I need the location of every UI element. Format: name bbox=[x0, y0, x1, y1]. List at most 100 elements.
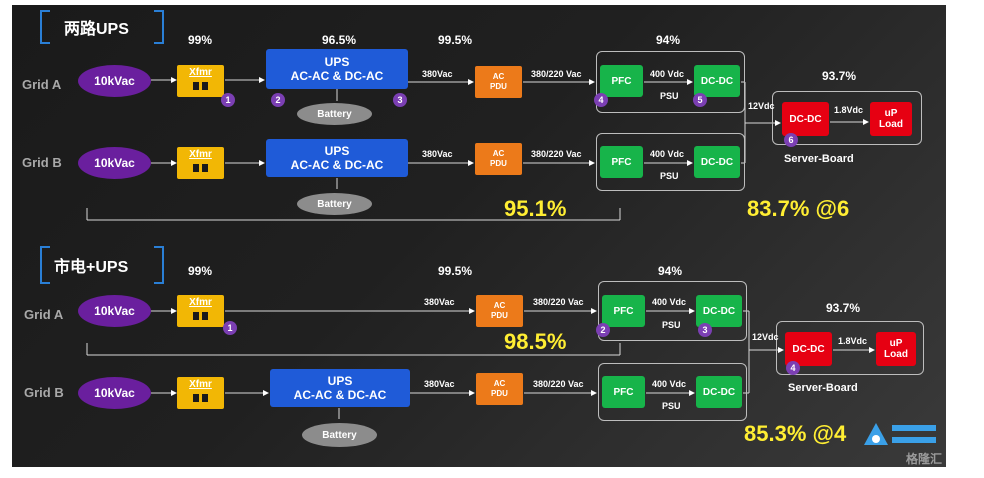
s2-grid-a-label: Grid A bbox=[24, 307, 64, 322]
s2b-380-220vac: 380/220 Vac bbox=[533, 379, 584, 389]
s1a-psu-label: PSU bbox=[660, 91, 679, 101]
connector-lines bbox=[86, 77, 875, 419]
s1-eff-xfmr: 99% bbox=[188, 33, 213, 47]
title-bracket-left bbox=[40, 246, 50, 284]
s1b-source: 10kVac bbox=[78, 147, 151, 179]
pdu-label: PDU bbox=[491, 311, 508, 320]
s1b-transformer: Xfmr bbox=[177, 147, 224, 179]
ups-desc: AC-AC & DC-AC bbox=[290, 158, 384, 172]
s2b-ups: UPS AC-AC & DC-AC bbox=[270, 369, 410, 407]
title-bracket-right bbox=[154, 246, 164, 284]
s2-board-dcdc: DC-DC bbox=[785, 332, 832, 366]
s2a-400vdc: 400 Vdc bbox=[652, 297, 687, 307]
s1b-psu-label: PSU bbox=[660, 171, 679, 181]
s1-badge-5: 5 bbox=[693, 93, 707, 107]
s1b-pfc: PFC bbox=[600, 146, 643, 178]
s2a-transformer: Xfmr bbox=[177, 295, 224, 327]
s2-badge-3: 3 bbox=[698, 323, 712, 337]
s1-badge-6: 6 bbox=[784, 133, 798, 147]
s2-result: 85.3% @4 bbox=[744, 421, 847, 446]
s1-12vdc: 12Vdc bbox=[748, 101, 775, 111]
s2-eff-psu: 94% bbox=[658, 264, 683, 278]
s2-18vdc: 1.8Vdc bbox=[838, 336, 868, 346]
s2-badge-4: 4 bbox=[786, 361, 800, 375]
ups-label: UPS bbox=[324, 55, 350, 69]
xfmr-label: Xfmr bbox=[189, 379, 212, 390]
pdu-label: AC bbox=[493, 301, 506, 310]
s1-badge-2: 2 bbox=[271, 93, 285, 107]
load-label: Load bbox=[879, 119, 903, 130]
s2b-psu-label: PSU bbox=[662, 401, 681, 411]
ups-label: UPS bbox=[324, 144, 350, 158]
s1a-source: 10kVac bbox=[78, 65, 151, 97]
s1b-battery: Battery bbox=[297, 193, 372, 215]
s2a-380-220vac: 380/220 Vac bbox=[533, 297, 584, 307]
s1a-battery: Battery bbox=[297, 103, 372, 125]
s2-server-board-label: Server-Board bbox=[788, 382, 858, 394]
s1-server-board-frame bbox=[772, 91, 922, 145]
s2-eff-board: 93.7% bbox=[826, 301, 861, 315]
s2b-battery: Battery bbox=[302, 423, 377, 447]
coil-icon bbox=[193, 394, 199, 402]
s2a-380vac: 380Vac bbox=[424, 297, 455, 307]
ups-label: UPS bbox=[327, 374, 353, 388]
s1a-dcdc: DC-DC bbox=[694, 65, 740, 97]
s2a-source: 10kVac bbox=[78, 295, 151, 327]
s1b-dcdc: DC-DC bbox=[694, 146, 740, 178]
s1-grid-b-label: Grid B bbox=[22, 155, 62, 170]
title-bracket-left bbox=[40, 10, 50, 44]
s1a-380-220vac: 380/220 Vac bbox=[531, 69, 582, 79]
coil-icon bbox=[202, 82, 208, 90]
s1b-380-220vac: 380/220 Vac bbox=[531, 149, 582, 159]
s1b-ups: UPS AC-AC & DC-AC bbox=[266, 139, 408, 177]
xfmr-label: Xfmr bbox=[189, 149, 212, 160]
s1a-380vac: 380Vac bbox=[422, 69, 453, 79]
s2b-psu-frame bbox=[598, 363, 747, 421]
xfmr-label: Xfmr bbox=[189, 297, 212, 308]
coil-icon bbox=[202, 394, 208, 402]
watermark: 格隆汇 bbox=[906, 452, 943, 466]
s2a-pfc: PFC bbox=[602, 295, 645, 327]
xfmr-label: Xfmr bbox=[189, 67, 212, 78]
s2b-pfc: PFC bbox=[602, 376, 645, 408]
s1-server-board-label: Server-Board bbox=[784, 153, 854, 165]
ups-desc: AC-AC & DC-AC bbox=[290, 69, 384, 83]
s2-badge-2: 2 bbox=[596, 323, 610, 337]
section1-title: 两路UPS bbox=[64, 21, 129, 38]
s2b-dcdc: DC-DC bbox=[696, 376, 742, 408]
s2a-psu-frame bbox=[598, 281, 747, 341]
coil-icon bbox=[193, 82, 199, 90]
s1a-ups: UPS AC-AC & DC-AC bbox=[266, 49, 408, 89]
load-label: Load bbox=[884, 349, 908, 360]
s2a-psu-label: PSU bbox=[662, 320, 681, 330]
s1a-psu-frame bbox=[596, 51, 745, 113]
pdu-label: PDU bbox=[490, 82, 507, 91]
s1-board-dcdc: DC-DC bbox=[782, 102, 829, 136]
s1b-400vdc: 400 Vdc bbox=[650, 149, 685, 159]
s1-eff-psu: 94% bbox=[656, 33, 681, 47]
s1-badge-1: 1 bbox=[221, 93, 235, 107]
company-logo-icon bbox=[864, 423, 936, 445]
pdu-label: PDU bbox=[491, 389, 508, 398]
s1-result: 83.7% @6 bbox=[747, 196, 850, 221]
coil-icon bbox=[202, 312, 208, 320]
s2b-380vac: 380Vac bbox=[424, 379, 455, 389]
coil-icon bbox=[202, 164, 208, 172]
up-label: uP bbox=[884, 108, 898, 119]
s2-badge-1: 1 bbox=[223, 321, 237, 335]
s2b-400vdc: 400 Vdc bbox=[652, 379, 687, 389]
title-bracket-right bbox=[154, 10, 164, 44]
s2b-source: 10kVac bbox=[78, 377, 151, 409]
s1-badge-3: 3 bbox=[393, 93, 407, 107]
pdu-label: AC bbox=[492, 72, 505, 81]
s1-grid-a-label: Grid A bbox=[22, 77, 62, 92]
pdu-label: AC bbox=[493, 379, 506, 388]
coil-icon bbox=[193, 164, 199, 172]
s2b-transformer: Xfmr bbox=[177, 377, 224, 409]
s2-up-load: uP Load bbox=[876, 332, 916, 366]
s2-server-board-frame bbox=[776, 321, 924, 375]
s1-total-efficiency: 95.1% bbox=[504, 196, 567, 221]
pdu-label: AC bbox=[492, 149, 505, 158]
s2a-pdu: AC PDU bbox=[476, 295, 523, 327]
s1-badge-4: 4 bbox=[594, 93, 608, 107]
